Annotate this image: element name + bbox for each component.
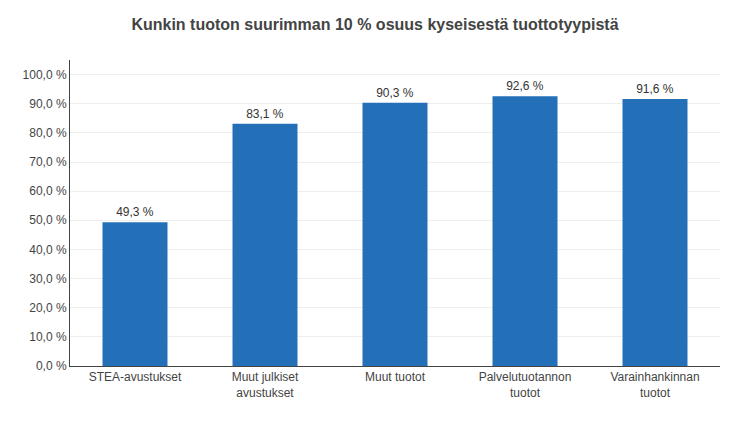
svg-text:91,6 %: 91,6 %: [636, 82, 674, 96]
svg-text:20,0 %: 20,0 %: [29, 301, 67, 315]
svg-text:100,0 %: 100,0 %: [23, 68, 67, 82]
svg-text:92,6 %: 92,6 %: [506, 79, 544, 93]
svg-text:10,0 %: 10,0 %: [29, 330, 67, 344]
svg-text:40,0 %: 40,0 %: [29, 243, 67, 257]
svg-text:STEA-avustukset: STEA-avustukset: [89, 370, 182, 384]
svg-text:Kunkin tuoton suurimman 10 % o: Kunkin tuoton suurimman 10 % osuus kysei…: [131, 16, 618, 33]
svg-text:90,0 %: 90,0 %: [29, 97, 67, 111]
svg-text:30,0 %: 30,0 %: [29, 272, 67, 286]
svg-text:83,1 %: 83,1 %: [246, 107, 284, 121]
svg-text:70,0 %: 70,0 %: [29, 155, 67, 169]
svg-text:0,0 %: 0,0 %: [36, 359, 67, 373]
svg-text:49,3 %: 49,3 %: [116, 205, 154, 219]
svg-text:Muut julkisetavustukset: Muut julkisetavustukset: [232, 370, 299, 400]
svg-text:90,3 %: 90,3 %: [376, 86, 414, 100]
svg-text:Muut tuotot: Muut tuotot: [365, 370, 426, 384]
svg-text:50,0 %: 50,0 %: [29, 213, 67, 227]
svg-text:Palvelutuotannontuotot: Palvelutuotannontuotot: [479, 370, 572, 400]
svg-text:60,0 %: 60,0 %: [29, 184, 67, 198]
svg-text:Varainhankinnantuotot: Varainhankinnantuotot: [610, 370, 699, 400]
svg-text:80,0 %: 80,0 %: [29, 126, 67, 140]
